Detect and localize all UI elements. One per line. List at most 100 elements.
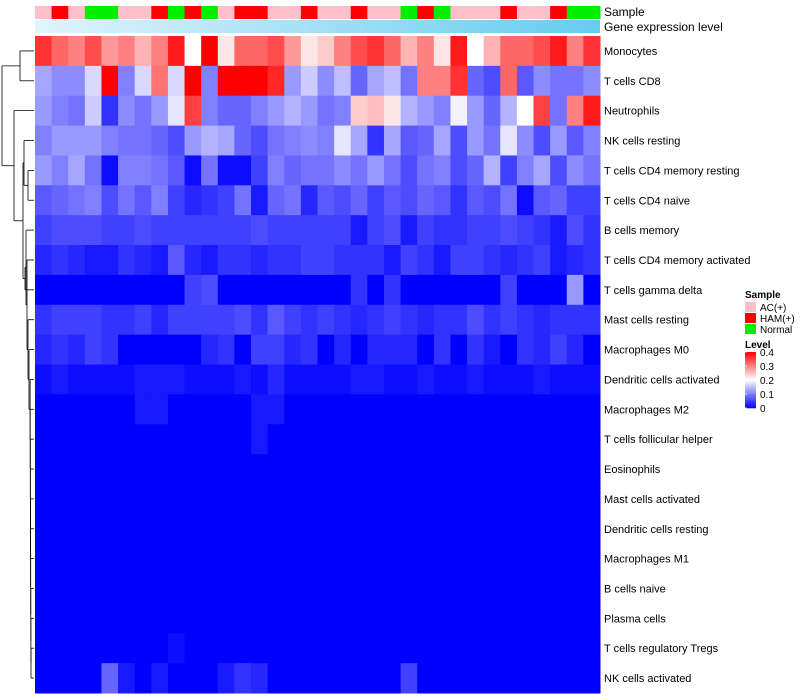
heatmap-cell [84,185,102,216]
heatmap-cell [500,95,518,127]
heatmap-cell [500,394,518,425]
heatmap-cell [317,304,335,336]
heatmap-cell [300,215,318,246]
level-colorbar-segment [745,388,756,391]
heatmap-cell [417,304,435,336]
row-label: Macrophages M0 [604,345,689,357]
heatmap-cell [417,424,435,455]
heatmap-cell [101,36,119,67]
level-colorbar-segment [745,380,756,382]
sample-annotation-cell [400,6,418,19]
heatmap-cell [516,663,535,694]
heatmap-cell [101,573,119,604]
sample-annotation-cell [234,6,252,19]
heatmap-cell [550,185,568,216]
heatmap-cell [267,65,285,97]
heatmap-cell [84,543,102,575]
heatmap-cell [450,513,468,545]
heatmap-cell [350,633,368,664]
heatmap-cell [383,364,402,395]
heatmap-cell [566,125,584,156]
heatmap-cell [167,215,186,246]
heatmap-cell [450,36,468,67]
heatmap-cell [450,663,468,694]
heatmap-cell [417,36,435,67]
sample-legend-label: AC(+) [760,303,786,314]
heatmap-cell [550,424,568,455]
heatmap-cell [317,125,335,156]
heatmap-cell [450,215,468,246]
row-label: Macrophages M1 [604,554,689,566]
heatmap-cell [134,95,152,127]
heatmap-cell [367,155,385,186]
heatmap-cell [151,603,169,634]
heatmap-cell [35,483,53,515]
heatmap-cell [284,185,302,216]
heatmap-cell [101,274,119,306]
heatmap-cell [284,633,302,664]
heatmap-cell [118,454,136,485]
heatmap-cell [134,364,152,395]
heatmap-cell [450,274,468,306]
heatmap-cell [300,394,318,425]
heatmap-cell [167,274,186,306]
heatmap-cell [234,304,252,336]
heatmap-cell [583,155,601,186]
heatmap-cell [533,364,551,395]
heatmap-cell [251,424,269,455]
heatmap-cell [433,334,451,365]
heatmap-cell [217,603,235,634]
sample-annotation-cell [550,6,568,19]
heatmap-cell [550,334,568,365]
heatmap-cell [383,245,402,276]
heatmap-cell [184,543,202,575]
heatmap-cell [151,274,169,306]
heatmap-cell [400,573,418,604]
sample-annotation-bar [35,6,601,19]
heatmap-cell [267,663,285,694]
row-dendrogram [1,50,34,679]
heatmap-cell [267,633,285,664]
heatmap-cell [566,483,584,515]
heatmap-cell [533,185,551,216]
level-colorbar-segment [745,384,756,386]
heatmap-cell [483,155,501,186]
heatmap-cell [284,36,302,67]
heatmap-cell [566,394,584,425]
heatmap-cell [383,36,402,67]
heatmap-cell [151,573,169,604]
heatmap-cell [118,185,136,216]
heatmap-cell [383,65,402,97]
heatmap-cell [566,543,584,575]
heatmap-cell [334,304,352,336]
heatmap-cell [234,424,252,455]
heatmap-cell [84,304,102,336]
heatmap-cell [350,543,368,575]
heatmap-cell [201,215,219,246]
heatmap-cell [68,633,86,664]
heatmap-cell [184,155,202,186]
heatmap-cell [516,215,535,246]
heatmap-cell [483,573,501,604]
heatmap-cell [267,394,285,425]
heatmap-cell [417,274,435,306]
heatmap-cell [533,454,551,485]
heatmap-cell [267,36,285,67]
heatmap-cell [167,633,186,664]
heatmap-cell [217,155,235,186]
level-tick-label: 0.3 [760,362,774,373]
heatmap-cell [217,65,235,97]
heatmap-cell [35,364,53,395]
heatmap-cell [367,633,385,664]
heatmap-cell [151,245,169,276]
heatmap-cell [267,513,285,545]
level-legend-title: Level [745,340,771,351]
heatmap-cell [334,65,352,97]
heatmap-cell [334,334,352,365]
heatmap-cell [383,483,402,515]
sample-annotation-cell [516,6,535,19]
level-colorbar-segment [745,402,756,405]
heatmap-cell [350,424,368,455]
heatmap-cell [267,185,285,216]
heatmap-cell [251,155,269,186]
